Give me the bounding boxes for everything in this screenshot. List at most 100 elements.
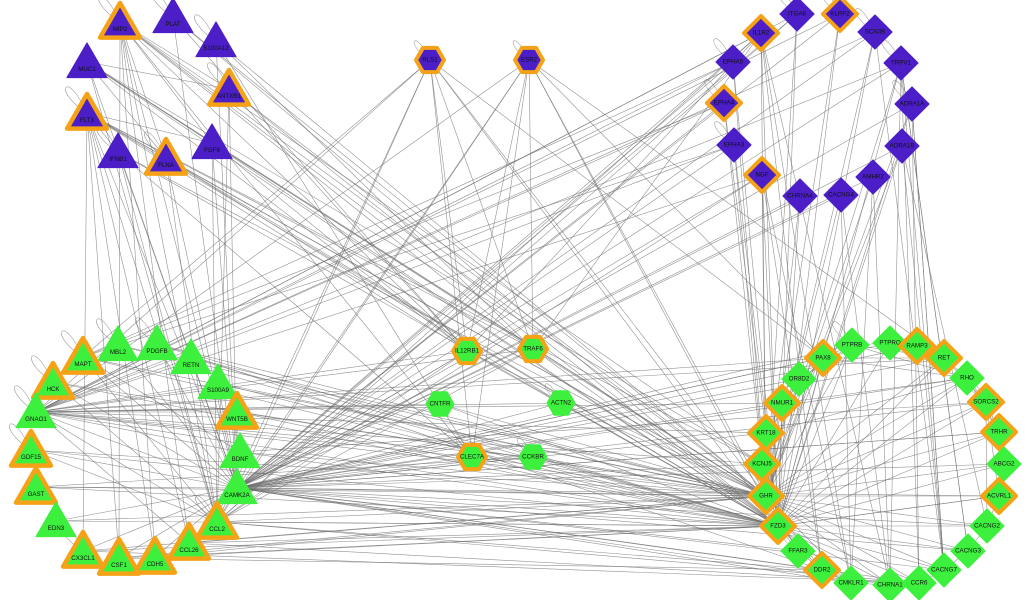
graph-node[interactable]: MIP2 xyxy=(97,0,143,40)
graph-node[interactable]: GDF15 xyxy=(8,428,54,468)
edge xyxy=(765,377,968,497)
graph-node[interactable]: IFNB1 xyxy=(97,132,139,169)
graph-node[interactable]: CCR6 xyxy=(901,565,937,600)
graph-node[interactable]: TRHR xyxy=(980,413,1018,451)
graph-node[interactable]: ADRA1B xyxy=(884,128,920,164)
graph-node[interactable]: GAST xyxy=(13,465,59,505)
graph-node[interactable]: ACVRL1 xyxy=(980,477,1018,515)
node-label: CACNG7 xyxy=(931,567,957,574)
graph-node[interactable]: PTPRB xyxy=(834,327,870,363)
graph-node[interactable]: ITGA8 xyxy=(779,0,815,32)
graph-node[interactable]: TRAF6 xyxy=(517,334,549,364)
node-shape-diamond xyxy=(742,14,780,52)
graph-node[interactable]: OR8D2 xyxy=(781,361,817,397)
graph-node[interactable]: PDGFB xyxy=(136,324,178,361)
graph-node[interactable]: CHRNA4 xyxy=(782,178,818,214)
graph-node[interactable]: CNTFR xyxy=(425,391,455,417)
graph-node[interactable]: TRPV1 xyxy=(883,45,919,81)
graph-node[interactable]: CLEC7A xyxy=(456,442,488,472)
graph-node[interactable]: CACNG2 xyxy=(969,508,1005,544)
graph-node[interactable]: CSF1 xyxy=(96,536,142,576)
graph-node[interactable]: FZD3 xyxy=(759,507,797,545)
edge xyxy=(117,344,238,489)
graph-node[interactable]: AMHR2 xyxy=(855,159,891,195)
graph-node[interactable]: HCK xyxy=(30,360,76,400)
graph-node[interactable]: S100A12 xyxy=(195,21,237,58)
graph-node[interactable]: EDN3 xyxy=(35,501,77,538)
node-shape-diamond xyxy=(804,339,842,377)
node-label: CSF1 xyxy=(111,562,127,569)
graph-node[interactable]: CAMK2A xyxy=(216,468,258,505)
node-layer[interactable]: MIP2 PLAT S100A12 ANTXR1 MUC1 FLT3 IFNB1 FLNA FG… xyxy=(8,0,1022,600)
graph-node[interactable]: CACNG3 xyxy=(950,533,986,569)
graph-node[interactable]: WNT5B xyxy=(214,390,260,430)
edge xyxy=(777,431,1000,527)
graph-node[interactable]: ABCG2 xyxy=(986,446,1022,482)
graph-node[interactable]: PTPRO xyxy=(872,325,908,361)
edge xyxy=(236,487,823,571)
graph-node[interactable]: GNAO1 xyxy=(15,392,57,429)
graph-node[interactable]: IL12RB1 xyxy=(451,336,483,366)
node-shape-diamond xyxy=(705,84,743,122)
graph-node[interactable]: SCN3B xyxy=(857,14,893,50)
graph-node[interactable]: CCL2 xyxy=(194,500,240,540)
graph-node[interactable]: ANTXR1 xyxy=(206,67,252,107)
edge xyxy=(765,495,988,527)
graph-node[interactable]: RAMP3 xyxy=(898,327,936,365)
graph-node[interactable]: EPHA3 xyxy=(716,127,752,163)
graph-node[interactable]: S100A9 xyxy=(197,363,239,400)
graph-node[interactable]: CDH5 xyxy=(132,535,178,575)
graph-node[interactable]: PLAT xyxy=(152,0,194,34)
graph-node[interactable]: RLS1 xyxy=(414,45,446,75)
self-loop-edge xyxy=(194,14,217,42)
graph-node[interactable]: CCKBR xyxy=(518,444,548,470)
graph-node[interactable]: MUC1 xyxy=(66,42,108,79)
edge xyxy=(765,62,902,497)
graph-node[interactable]: ADRA1A xyxy=(894,86,930,122)
graph-node[interactable]: MBL2 xyxy=(97,325,139,362)
graph-node[interactable]: DDR2 xyxy=(803,551,841,589)
graph-node[interactable]: NMUR1 xyxy=(763,384,801,422)
edge xyxy=(156,343,779,527)
graph-node[interactable]: KLRF2 xyxy=(821,0,859,33)
graph-node[interactable]: EPHA5 xyxy=(715,44,751,80)
graph-node[interactable]: FGF6 xyxy=(191,123,233,160)
node-shape-diamond xyxy=(980,413,1018,451)
edge xyxy=(35,411,241,453)
graph-node[interactable]: MAPT xyxy=(60,335,106,375)
graph-node[interactable]: FLT3 xyxy=(64,91,110,131)
graph-node[interactable]: PAX8 xyxy=(804,339,842,377)
graph-node[interactable]: ACTN2 xyxy=(546,390,576,416)
graph-node[interactable]: RETN xyxy=(170,338,212,375)
edge xyxy=(765,194,842,497)
node-label: NMUR1 xyxy=(771,400,794,407)
graph-node[interactable]: CACNG7 xyxy=(926,552,962,588)
graph-node[interactable]: FFAR3 xyxy=(780,533,816,569)
graph-node[interactable]: SORCS2 xyxy=(967,383,1005,421)
node-label: BDNF xyxy=(232,456,249,463)
edge xyxy=(765,13,798,497)
graph-node[interactable]: CHRNA1 xyxy=(872,567,908,600)
graph-node[interactable]: CX3CL1 xyxy=(60,529,106,569)
graph-node[interactable]: GHR xyxy=(747,477,785,515)
graph-node[interactable]: BDNF xyxy=(219,432,261,469)
node-label: AMHR2 xyxy=(862,174,884,181)
graph-node[interactable]: CMKLR1 xyxy=(833,565,869,600)
graph-node[interactable]: EPHA4 xyxy=(705,84,743,122)
graph-node[interactable]: CACNG4 xyxy=(823,177,859,213)
graph-node[interactable]: FLNA xyxy=(143,136,189,176)
graph-node[interactable]: RET xyxy=(925,339,963,377)
node-shape-triangle xyxy=(191,123,233,160)
edge xyxy=(901,145,988,527)
graph-node[interactable]: IL1R2 xyxy=(742,14,780,52)
graph-node[interactable]: ESR2 xyxy=(513,45,545,75)
node-shape-hexagon xyxy=(414,45,446,75)
graph-node[interactable]: RHO xyxy=(949,360,985,396)
graph-node[interactable]: NGF xyxy=(743,156,781,194)
edge xyxy=(528,59,945,359)
edge xyxy=(117,344,779,527)
node-shape-diamond xyxy=(872,325,908,361)
node-shape-hexagon xyxy=(425,391,455,417)
graph-node[interactable]: CCL26 xyxy=(166,521,212,561)
